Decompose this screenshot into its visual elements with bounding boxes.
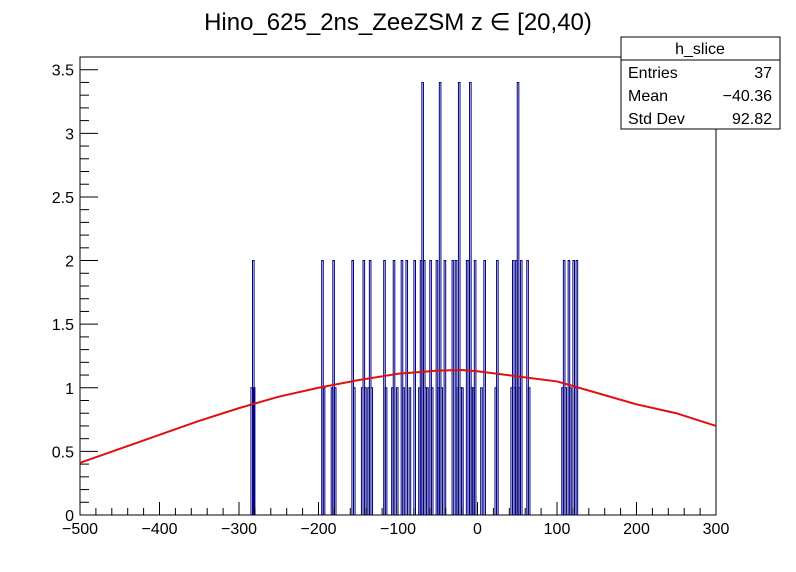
fit-curve-line	[79, 368, 717, 464]
histogram-bin	[392, 260, 396, 515]
y-tick-label: 3.5	[52, 63, 74, 80]
histogram-bin	[519, 260, 523, 515]
stats-mean-value: −40.36	[723, 88, 772, 105]
histogram-bin	[473, 260, 477, 515]
histogram-bin	[496, 260, 499, 515]
x-tick-label: −300	[221, 521, 257, 538]
stats-box-frame	[620, 36, 781, 130]
histogram-bin	[451, 260, 455, 515]
x-axis: −500 −400 −300 −200 −100 0 100 200 300	[62, 502, 729, 538]
x-tick-label: 300	[703, 521, 730, 538]
histogram-bin	[405, 260, 409, 515]
histogram-bin	[443, 260, 447, 515]
histogram-bin	[461, 387, 464, 515]
histogram-bin	[469, 81, 472, 515]
x-tick-label: −200	[300, 521, 336, 538]
histogram-bin	[408, 387, 412, 515]
chart-title: Hino_625_2ns_ZeeZSM z ∈ [20,40)	[204, 9, 592, 36]
fit-curve	[79, 368, 717, 464]
y-tick-label: 1.5	[52, 317, 74, 334]
x-tick-label: −400	[141, 521, 177, 538]
histogram-bin	[516, 81, 520, 515]
histogram-bin	[413, 260, 416, 515]
histogram-bin	[440, 387, 444, 515]
histogram-bin	[370, 387, 374, 515]
histogram-bars	[250, 81, 579, 515]
histogram-bin	[430, 387, 434, 515]
stats-stddev-label: Std Dev	[628, 111, 685, 128]
histogram-bin	[483, 260, 486, 515]
x-tick-label: 100	[544, 521, 571, 538]
histogram-bin	[352, 387, 356, 515]
x-tick-label: −100	[380, 521, 416, 538]
stats-box-title: h_slice	[675, 41, 725, 58]
histogram-bin	[480, 387, 483, 515]
y-tick-label: 2	[65, 254, 74, 271]
y-tick-label: 3	[65, 126, 74, 143]
histogram-bin	[438, 81, 442, 515]
x-tick-label: 200	[623, 521, 650, 538]
histogram-bin	[527, 387, 531, 515]
histogram-bin	[252, 387, 256, 515]
y-tick-label: 0	[65, 508, 74, 525]
histogram-bin	[384, 387, 388, 515]
histogram-bin	[364, 387, 367, 515]
histogram-bin	[402, 387, 405, 515]
histogram-bin	[564, 387, 568, 515]
stats-stddev-value: 92.82	[732, 111, 772, 128]
y-tick-label: 1	[65, 381, 74, 398]
x-tick-label: −500	[62, 521, 98, 538]
x-tick-label: 0	[473, 521, 482, 538]
histogram-bin	[457, 81, 461, 515]
y-tick-label: 0.5	[52, 444, 74, 461]
stats-entries-value: 37	[754, 65, 772, 82]
stats-mean-label: Mean	[628, 88, 668, 105]
stats-box: h_slice Entries 37 Mean −40.36 Std Dev 9…	[620, 36, 781, 130]
histogram-bin	[322, 387, 326, 515]
histogram-bin	[333, 387, 337, 515]
y-tick-label: 2.5	[52, 190, 74, 207]
stats-entries-label: Entries	[628, 65, 678, 82]
histogram-bin	[395, 387, 399, 515]
y-axis: 0 0.5 1 1.5 2 2.5 3 3.5	[52, 56, 98, 525]
histogram-bin	[426, 387, 429, 515]
histogram-bin	[569, 387, 572, 515]
